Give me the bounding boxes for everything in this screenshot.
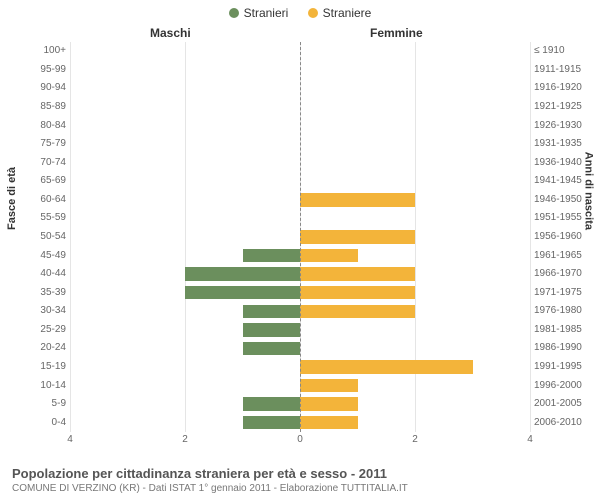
legend-swatch-male: [229, 8, 239, 18]
column-title-left: Maschi: [150, 26, 191, 40]
bar-male: [243, 342, 301, 355]
x-tick-label: 4: [67, 434, 73, 445]
y-right-label: 1956-1960: [534, 232, 598, 242]
y-right-label: 1976-1980: [534, 306, 598, 316]
y-left-label: 70-74: [0, 158, 66, 168]
bar-male: [243, 323, 301, 336]
y-right-label: ≤ 1910: [534, 46, 598, 56]
y-left-label: 65-69: [0, 176, 66, 186]
y-right-label: 1936-1940: [534, 158, 598, 168]
y-right-label: 1951-1955: [534, 213, 598, 223]
legend-swatch-female: [308, 8, 318, 18]
y-right-label: 1941-1945: [534, 176, 598, 186]
y-right-label: 1911-1915: [534, 65, 598, 75]
bar-female: [300, 193, 415, 206]
bar-female: [300, 305, 415, 318]
bar-male: [243, 305, 301, 318]
bar-female: [300, 416, 358, 429]
y-right-label: 1916-1920: [534, 83, 598, 93]
plot-area: [70, 42, 530, 432]
gridline: [185, 42, 186, 432]
bar-male: [185, 267, 300, 280]
y-left-label: 20-24: [0, 343, 66, 353]
y-left-label: 30-34: [0, 306, 66, 316]
chart-subtitle: COMUNE DI VERZINO (KR) - Dati ISTAT 1° g…: [12, 483, 588, 494]
bar-female: [300, 360, 473, 373]
x-tick-label: 2: [412, 434, 418, 445]
bar-female: [300, 267, 415, 280]
y-right-label: 1961-1965: [534, 251, 598, 261]
y-left-label: 50-54: [0, 232, 66, 242]
y-right-label: 2006-2010: [534, 418, 598, 428]
bar-male: [243, 249, 301, 262]
y-right-label: 1971-1975: [534, 288, 598, 298]
y-left-label: 35-39: [0, 288, 66, 298]
bar-male: [243, 416, 301, 429]
x-tick-label: 0: [297, 434, 303, 445]
bar-female: [300, 397, 358, 410]
bar-female: [300, 249, 358, 262]
y-right-labels: ≤ 1910 1911-1915 1916-1920 1921-1925 1926-19…: [534, 42, 598, 432]
y-left-label: 60-64: [0, 195, 66, 205]
y-left-label: 85-89: [0, 102, 66, 112]
chart-footer: Popolazione per cittadinanza straniera p…: [12, 466, 588, 494]
y-left-label: 25-29: [0, 325, 66, 335]
x-tick-label: 2: [182, 434, 188, 445]
bar-female: [300, 379, 358, 392]
y-right-label: 1931-1935: [534, 139, 598, 149]
y-left-label: 0-4: [0, 418, 66, 428]
bar-male: [243, 397, 301, 410]
y-left-label: 95-99: [0, 65, 66, 75]
y-left-label: 90-94: [0, 83, 66, 93]
bar-female: [300, 230, 415, 243]
y-left-label: 10-14: [0, 381, 66, 391]
y-left-label: 80-84: [0, 121, 66, 131]
y-right-label: 2001-2005: [534, 399, 598, 409]
y-left-label: 55-59: [0, 213, 66, 223]
bar-male: [185, 286, 300, 299]
y-right-label: 1981-1985: [534, 325, 598, 335]
y-left-label: 5-9: [0, 399, 66, 409]
y-right-label: 1921-1925: [534, 102, 598, 112]
legend-item-male: Stranieri: [229, 6, 289, 20]
column-title-right: Femmine: [370, 26, 423, 40]
x-tick-label: 4: [527, 434, 533, 445]
legend-label-female: Straniere: [323, 6, 372, 20]
y-right-label: 1946-1950: [534, 195, 598, 205]
chart-title: Popolazione per cittadinanza straniera p…: [12, 466, 588, 481]
y-right-label: 1996-2000: [534, 381, 598, 391]
legend: Stranieri Straniere: [0, 6, 600, 21]
legend-label-male: Stranieri: [244, 6, 289, 20]
y-left-label: 100+: [0, 46, 66, 56]
axis-center-line: [300, 42, 301, 432]
y-left-label: 45-49: [0, 251, 66, 261]
y-left-label: 15-19: [0, 362, 66, 372]
y-right-label: 1991-1995: [534, 362, 598, 372]
y-left-label: 75-79: [0, 139, 66, 149]
y-right-label: 1966-1970: [534, 269, 598, 279]
y-right-label: 1986-1990: [534, 343, 598, 353]
y-left-labels: 100+ 95-99 90-94 85-89 80-84 75-79 70-74 65-69 6…: [0, 42, 66, 432]
legend-item-female: Straniere: [308, 6, 372, 20]
gridline: [530, 42, 531, 432]
bar-female: [300, 286, 415, 299]
y-right-label: 1926-1930: [534, 121, 598, 131]
y-left-label: 40-44: [0, 269, 66, 279]
gridline: [70, 42, 71, 432]
